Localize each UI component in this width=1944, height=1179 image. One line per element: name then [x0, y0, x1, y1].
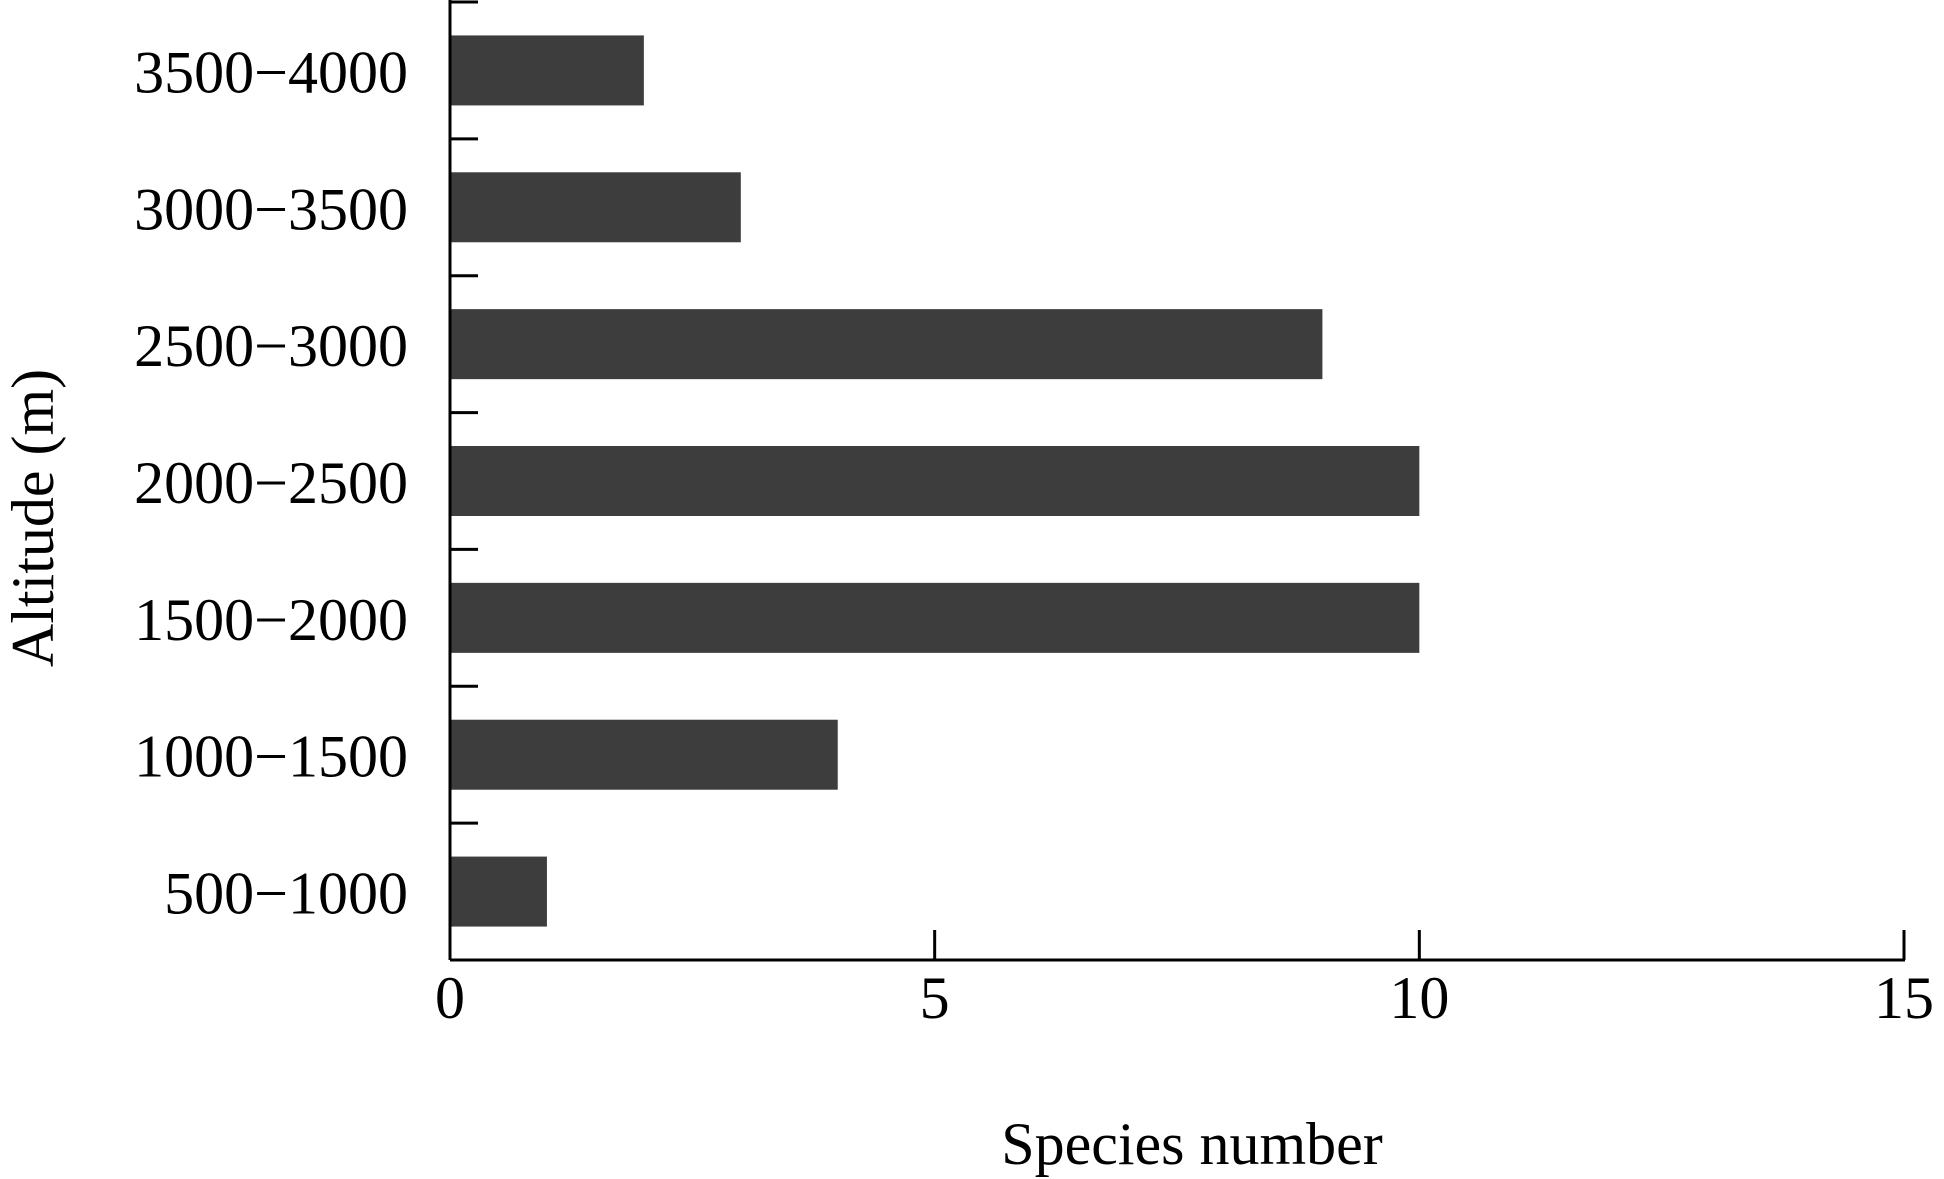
x-tick-label-0: 0	[435, 965, 465, 1031]
bar-3	[450, 446, 1420, 516]
y-axis-title: Altitude (m)	[0, 369, 66, 667]
bar-5	[450, 172, 741, 243]
y-tick-label-5: 3000−3500	[134, 176, 408, 242]
x-ticks-group: 0 5 10 15	[435, 930, 1934, 1031]
bar-2	[450, 582, 1420, 653]
y-tick-label-2: 1500−2000	[134, 587, 408, 653]
bar-4	[450, 309, 1323, 380]
bar-1	[450, 719, 838, 790]
y-tick-label-6: 3500−4000	[134, 39, 408, 105]
y-tick-label-3: 2000−2500	[134, 450, 408, 516]
x-tick-label-2: 10	[1389, 965, 1449, 1031]
bar-6	[450, 35, 644, 106]
x-tick-label-3: 15	[1874, 965, 1934, 1031]
axes-group	[448, 0, 1905, 962]
x-tick-label-1: 5	[920, 965, 950, 1031]
y-tick-label-1: 1000−1500	[134, 724, 408, 790]
bar-0	[450, 856, 547, 927]
y-tick-label-0: 500−1000	[164, 861, 408, 927]
x-axis-title: Species number	[1001, 1111, 1383, 1177]
y-tick-label-4: 2500−3000	[134, 313, 408, 379]
bars-group	[450, 35, 1420, 927]
y-ticks-group: 500−1000 1000−1500 1500−2000 2000−2500 2500−…	[134, 39, 408, 926]
